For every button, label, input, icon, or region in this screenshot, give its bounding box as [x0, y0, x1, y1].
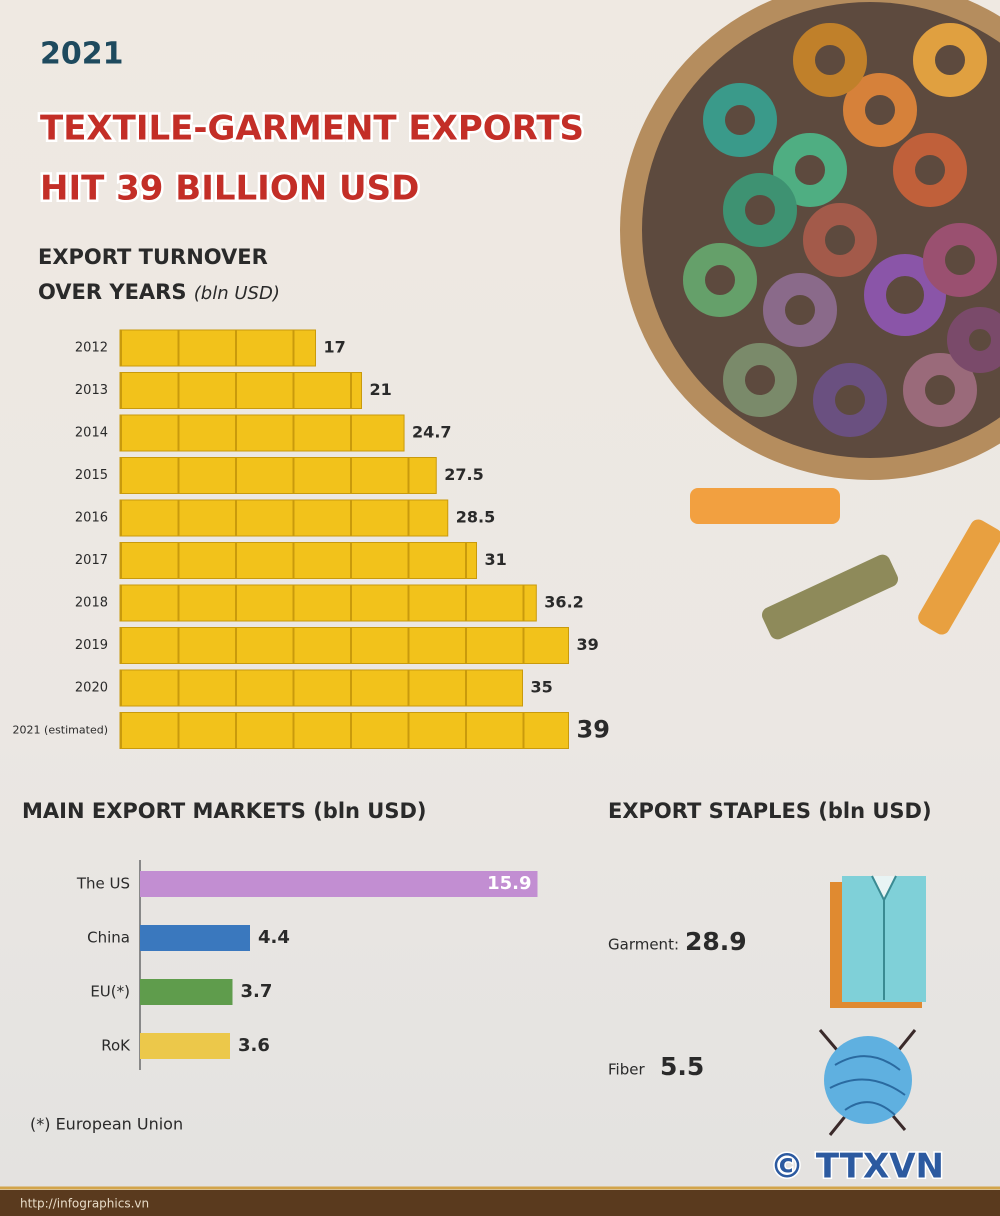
y-tick-label: 2017 [75, 553, 108, 568]
footer-url: http://infographics.vn [20, 1197, 149, 1211]
value-label: 15.9 [487, 873, 531, 894]
value-label: 4.4 [258, 927, 290, 948]
yarn-icon [818, 1029, 917, 1136]
bar [119, 542, 477, 579]
bar [119, 414, 405, 452]
value-label: 39 [577, 635, 599, 654]
y-tick-label: 2014 [75, 426, 108, 441]
staple-label: Fiber [608, 1061, 645, 1079]
value-label: 21 [370, 380, 392, 399]
year: 2021 [40, 37, 124, 72]
value-label: 35 [531, 678, 553, 697]
bar [119, 584, 537, 622]
bar [119, 372, 362, 409]
bar [140, 871, 538, 897]
bar [140, 925, 250, 951]
value-label: 3.6 [238, 1035, 270, 1056]
y-tick-label: 2012 [75, 341, 108, 356]
value-label: 24.7 [412, 423, 451, 442]
y-tick-label: The US [76, 875, 130, 893]
chart-unit: (bln USD) [193, 283, 280, 304]
value-label: 28.5 [456, 508, 495, 527]
decoration [620, 0, 1000, 640]
y-tick-label: RoK [101, 1037, 131, 1055]
y-tick-label: 2016 [75, 511, 108, 526]
bar [119, 499, 449, 537]
value-label: 36.2 [544, 593, 583, 612]
staple-label: Garment: [608, 936, 679, 954]
y-tick-label: 2020 [75, 681, 108, 696]
y-tick-label: 2019 [75, 638, 108, 653]
bar [119, 627, 569, 664]
bar [119, 669, 523, 707]
title: HIT 39 BILLION USD [40, 169, 419, 209]
y-tick-label: 2013 [75, 383, 108, 398]
y-tick-label: 2015 [75, 468, 108, 483]
value-label: 27.5 [444, 465, 483, 484]
bar [119, 457, 437, 494]
y-tick-label: EU(*) [90, 983, 130, 1001]
shirt-icon [830, 875, 926, 1008]
chart-title-block: EXPORT TURNOVER OVER YEARS (bln USD) [38, 240, 328, 311]
staple-value: 5.5 [660, 1052, 704, 1081]
footnote: (*) European Union [30, 1115, 183, 1134]
staples-title: EXPORT STAPLES (bln USD) [608, 799, 932, 823]
bar [140, 979, 233, 1005]
value-label: 31 [485, 550, 507, 569]
chart-title: EXPORT TURNOVER OVER YEARS [38, 245, 268, 304]
bar [140, 1033, 230, 1059]
value-label: 17 [324, 338, 346, 357]
staple-value: 28.9 [685, 927, 747, 956]
logo: © TTXVN [770, 1147, 944, 1187]
title: TEXTILE-GARMENT EXPORTS [40, 109, 584, 149]
chart-title: MAIN EXPORT MARKETS (bln USD) [22, 799, 427, 823]
y-tick-label: China [87, 929, 130, 947]
value-label: 3.7 [241, 981, 273, 1002]
bar [119, 712, 569, 749]
footer-bar [0, 1190, 1000, 1216]
y-tick-label: 2021 (estimated) [13, 724, 108, 737]
value-label: 39 [577, 716, 610, 744]
y-tick-label: 2018 [75, 596, 108, 611]
bar [119, 329, 316, 367]
